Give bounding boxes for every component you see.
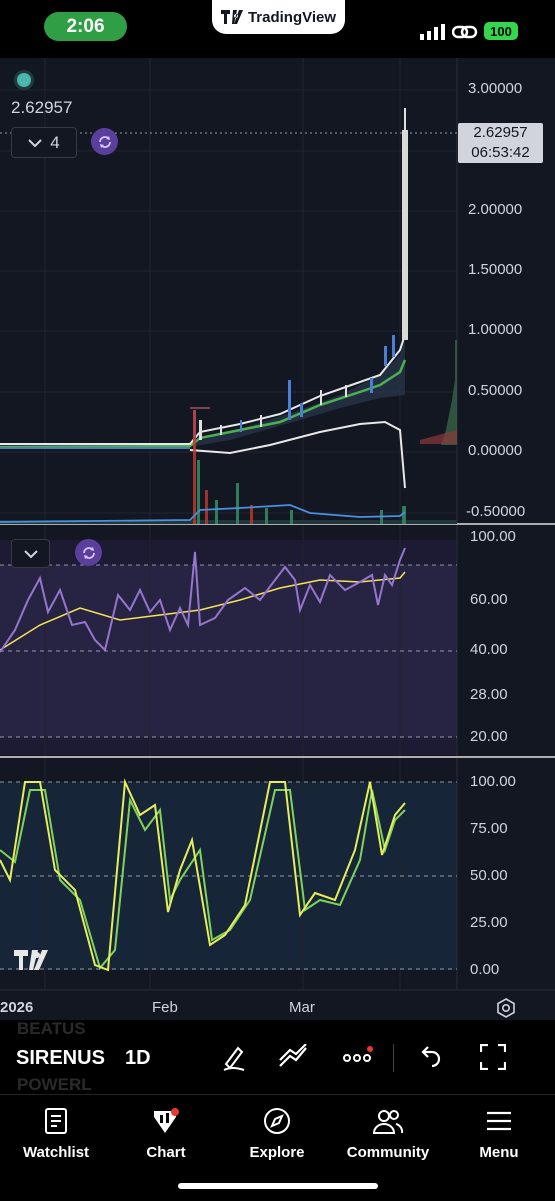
compass-icon	[264, 1108, 290, 1134]
tab-title: TradingView	[247, 8, 337, 26]
ma-white-lower	[189, 420, 406, 489]
volume-bars	[0, 410, 457, 524]
volume-profile	[420, 340, 457, 445]
fullscreen-icon[interactable]	[480, 1044, 506, 1070]
y-tick: 25.00	[470, 914, 508, 931]
chart-area[interactable]: 3.00000 2.00000 1.50000 1.00000 0.50000 …	[0, 58, 555, 1020]
watchlist-icon	[45, 1108, 67, 1134]
undo-icon[interactable]	[418, 1046, 442, 1068]
hotspot-link-icon	[452, 25, 478, 39]
legend-last-price: 2.62957	[11, 98, 73, 117]
nav-label: Community	[346, 1144, 430, 1161]
candles	[190, 108, 408, 440]
trend-line-icon[interactable]	[278, 1044, 308, 1070]
y-tick: 3.00000	[468, 80, 523, 97]
indicator-count: 4	[50, 132, 60, 152]
rsi-sync-button[interactable]	[75, 539, 102, 566]
chart-toolbar: BEATUS POWERL SIRENUS 1D	[0, 1019, 555, 1094]
y-tick: 28.00	[470, 686, 508, 703]
chevron-down-icon	[28, 138, 42, 147]
y-tick: 60.00	[470, 591, 508, 608]
nav-label: Chart	[146, 1144, 186, 1161]
tradingview-watermark-icon	[14, 950, 48, 970]
market-status-dot	[17, 73, 31, 87]
last-price-tag: 2.62957 06:53:42	[458, 123, 543, 163]
indicators-collapse-button[interactable]: 4	[11, 127, 77, 158]
tradingview-tab[interactable]: TradingView	[212, 0, 345, 34]
y-tick: 0.00000	[468, 442, 523, 459]
battery-indicator: 100	[484, 22, 518, 40]
chart-icon	[154, 1108, 179, 1133]
chart-settings-icon[interactable]	[496, 998, 516, 1018]
symbol-button[interactable]: SIRENUS	[16, 1047, 105, 1069]
y-tick: 100.00	[470, 773, 516, 790]
rsi-line	[0, 547, 406, 653]
nav-label: Menu	[479, 1144, 519, 1161]
sync-button[interactable]	[91, 128, 118, 155]
nav-chart[interactable]: Chart	[116, 1107, 216, 1161]
y-tick: -0.50000	[466, 503, 526, 520]
y-tick: 2.00000	[468, 201, 523, 218]
y-tick: 75.00	[470, 820, 508, 837]
y-tick: 1.50000	[468, 261, 523, 278]
cellular-signal-icon	[420, 24, 445, 40]
y-tick: 1.00000	[468, 321, 523, 338]
ghost-symbol-bottom: POWERL	[17, 1075, 92, 1094]
home-indicator[interactable]	[178, 1183, 378, 1189]
y-tick: 50.00	[470, 867, 508, 884]
nav-watchlist[interactable]: Watchlist	[6, 1107, 106, 1161]
menu-icon	[487, 1111, 511, 1131]
nav-label: Watchlist	[22, 1144, 90, 1161]
stoch-k-line	[0, 778, 406, 972]
time-label-mar: Mar	[289, 999, 315, 1016]
toolbar-divider	[393, 1044, 394, 1072]
nav-menu[interactable]: Menu	[449, 1107, 549, 1161]
interval-button[interactable]: 1D	[125, 1047, 151, 1069]
sync-icon	[98, 135, 111, 148]
nav-label: Explore	[249, 1144, 305, 1161]
time-label-feb: Feb	[152, 999, 178, 1016]
tradingview-logo-icon	[220, 10, 243, 24]
nav-community[interactable]: Community	[338, 1107, 438, 1161]
nav-explore[interactable]: Explore	[227, 1107, 327, 1161]
community-icon	[372, 1110, 404, 1134]
stoch-d-line	[0, 789, 406, 971]
rsi-collapse-button[interactable]	[11, 539, 50, 568]
y-tick: 0.50000	[468, 382, 523, 399]
stoch-band-fill	[0, 782, 457, 970]
y-tick: 100.00	[470, 528, 516, 545]
more-tools-icon[interactable]	[342, 1046, 374, 1066]
y-tick: 0.00	[470, 961, 500, 978]
y-tick: 40.00	[470, 641, 508, 658]
sync-icon	[82, 546, 95, 559]
ghost-symbol-top: BEATUS	[17, 1019, 86, 1038]
y-tick: 20.00	[470, 728, 508, 745]
last-price-tag-value: 2.62957	[473, 124, 528, 141]
draw-brush-icon[interactable]	[220, 1044, 248, 1072]
chevron-down-icon	[23, 549, 38, 558]
rsi-ma-line	[0, 571, 406, 651]
bar-countdown: 06:53:42	[471, 144, 530, 161]
rsi-band-fill	[0, 565, 457, 737]
chart-canvas[interactable]	[0, 58, 555, 1020]
status-time: 2:06	[44, 12, 127, 41]
time-label-year: 2026	[0, 999, 34, 1016]
